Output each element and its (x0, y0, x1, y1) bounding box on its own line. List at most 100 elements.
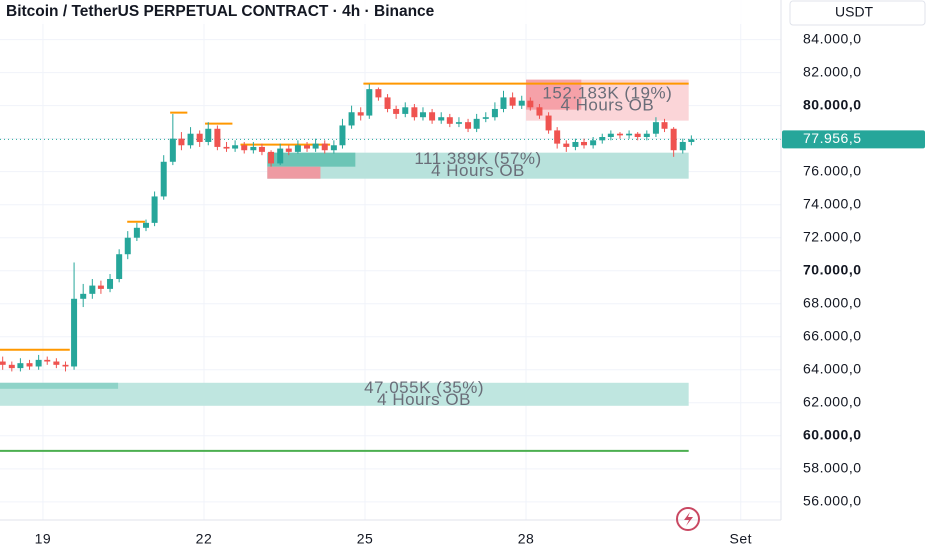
x-tick-label: 19 (35, 531, 52, 547)
chart-title: Bitcoin / TetherUS PERPETUAL CONTRACT · … (6, 3, 435, 20)
candle-body (330, 145, 337, 151)
candle-body (232, 145, 239, 149)
candle-body (536, 107, 543, 116)
candle-body (89, 285, 96, 294)
y-tick-label: 60.000,0 (803, 427, 862, 443)
y-tick-label: 68.000,0 (803, 294, 862, 310)
candle-body (527, 100, 534, 108)
candle-body (411, 107, 418, 118)
candle-body (393, 108, 400, 114)
candle-body (143, 222, 150, 228)
candle-body (97, 285, 104, 289)
candle-body (518, 100, 525, 106)
candle-body (17, 363, 24, 369)
candle-body (277, 148, 284, 164)
candle-body (258, 146, 265, 152)
candle-body (643, 133, 650, 138)
candle-body (268, 151, 275, 164)
order-block-label: 111.389K (57%) (414, 149, 541, 168)
candle-body (151, 196, 158, 223)
x-tick-label: Set (729, 531, 752, 547)
candle-body (438, 117, 445, 121)
candle-body (688, 139, 695, 142)
y-tick-label: 70.000,0 (803, 261, 862, 277)
candle-body (285, 148, 292, 152)
candle-body (455, 122, 462, 124)
candle-body (599, 137, 606, 141)
order-block-label: 47.055K (35%) (364, 378, 484, 397)
candle-body (205, 128, 212, 142)
candle-body (652, 122, 659, 134)
candle-body (62, 364, 69, 367)
order-block-core (267, 166, 321, 179)
watermark-icon (676, 507, 700, 531)
candle-body (116, 254, 123, 279)
candle-body (348, 112, 355, 126)
candle-body (482, 117, 489, 119)
candle-body (196, 133, 203, 142)
y-tick-label: 74.000,0 (803, 195, 862, 211)
candle-body (71, 298, 78, 367)
last-price-label: 77.956,5 (803, 130, 862, 146)
candle-body (160, 161, 167, 197)
x-tick-label: 28 (518, 531, 535, 547)
candle-body (419, 112, 426, 118)
y-tick-label: 58.000,0 (803, 460, 862, 476)
candle-body (223, 146, 230, 149)
order-block (0, 382, 689, 406)
candle-body (491, 108, 498, 118)
candle-body (0, 361, 6, 365)
candle-body (294, 145, 301, 152)
candle-body (634, 133, 641, 138)
candle-body (357, 112, 364, 116)
candle-body (44, 359, 51, 362)
candle-body (214, 128, 221, 147)
y-tick-label: 72.000,0 (803, 228, 862, 244)
currency: USDT (835, 4, 874, 20)
y-tick-label: 84.000,0 (803, 30, 862, 46)
y-tick-label: 82.000,0 (803, 63, 862, 79)
candle-body (670, 128, 677, 151)
y-tick-label: 80.000,0 (803, 96, 862, 112)
candle-body (124, 237, 131, 255)
candle-body (500, 97, 507, 109)
candle-body (250, 146, 257, 151)
candle-body (312, 143, 319, 149)
order-block-sublabel: 4 Hours OB (377, 390, 471, 409)
candle-body (375, 89, 382, 98)
candle-body (133, 227, 140, 238)
y-tick-label: 66.000,0 (803, 327, 862, 343)
candle-body (661, 122, 668, 129)
candle-body (53, 361, 60, 365)
candle-body (554, 130, 561, 144)
order-block-sublabel: 4 Hours OB (560, 96, 654, 115)
candle-body (473, 118, 480, 129)
candle-body (178, 138, 185, 146)
currency-box[interactable] (789, 0, 926, 26)
candle-body (465, 122, 472, 129)
candle-body (429, 112, 436, 121)
candle-body (581, 141, 588, 146)
candle-body (169, 138, 176, 162)
candle-body (241, 145, 248, 151)
candle-body (8, 364, 15, 369)
candle-body (366, 89, 373, 116)
last-price-tag (782, 130, 925, 149)
candle-body (590, 140, 597, 146)
order-block-core (526, 79, 582, 110)
candle-body (402, 107, 409, 114)
x-tick-label: 22 (196, 531, 213, 547)
candle-body (446, 117, 453, 124)
order-block-label: 152.183K (19%) (542, 84, 672, 103)
candle-body (304, 145, 311, 149)
candle-body (679, 141, 686, 151)
candle-body (607, 133, 614, 138)
order-block-core (0, 382, 119, 389)
y-tick-label: 56.000,0 (803, 493, 862, 509)
candle-body (563, 143, 570, 147)
candle-body (384, 97, 391, 109)
candle-body (35, 359, 42, 367)
